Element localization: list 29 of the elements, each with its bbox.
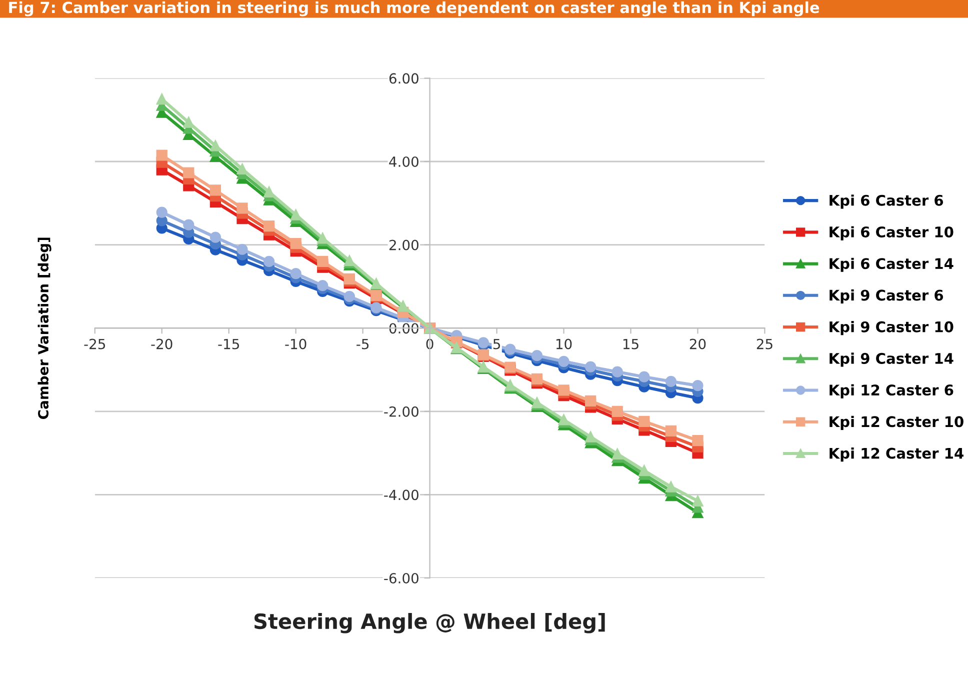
x-tick-label: 15 bbox=[623, 338, 638, 350]
y-axis-title: Camber Variation [deg] bbox=[38, 238, 52, 419]
y-tick-label: -2.00 bbox=[384, 406, 418, 417]
y-tick-label: 2.00 bbox=[389, 240, 418, 250]
y-tick-label: -4.00 bbox=[384, 490, 418, 500]
x-tick-label: -10 bbox=[285, 338, 306, 350]
x-tick-label: -25 bbox=[84, 338, 105, 350]
x-tick-label: -5 bbox=[356, 338, 369, 350]
x-tick-label: 25 bbox=[756, 338, 772, 350]
legend-label: Kpi 9 Caster 10 bbox=[830, 321, 954, 336]
legend-label: Kpi 12 Caster 14 bbox=[830, 448, 964, 462]
x-tick-label: 0 bbox=[426, 338, 434, 350]
legend-label: Kpi 6 Caster 14 bbox=[830, 258, 954, 272]
legend-label: Kpi 12 Caster 10 bbox=[830, 416, 964, 430]
legend-label: Kpi 6 Caster 10 bbox=[830, 226, 954, 240]
x-tick-label: -15 bbox=[218, 338, 239, 350]
legend-label: Kpi 9 Caster 14 bbox=[830, 352, 954, 367]
y-tick-label: -6.00 bbox=[384, 572, 418, 584]
x-axis-title: Steering Angle @ Wheel [deg] bbox=[254, 612, 605, 634]
chart-title: Fig 7: Camber variation in steering is much more dependent on caster angle than in Kpi angle bbox=[9, 1, 820, 16]
y-tick-label: 4.00 bbox=[389, 156, 418, 167]
legend-label: Kpi 9 Caster 6 bbox=[830, 289, 944, 304]
legend-label: Kpi 12 Caster 6 bbox=[830, 384, 954, 398]
x-tick-label: 5 bbox=[493, 338, 500, 350]
legend-label: Kpi 6 Caster 6 bbox=[830, 194, 944, 209]
x-tick-label: -20 bbox=[151, 338, 172, 350]
x-tick-label: 10 bbox=[556, 338, 572, 350]
y-tick-label: 6.00 bbox=[389, 73, 418, 84]
x-tick-label: 20 bbox=[690, 338, 706, 350]
